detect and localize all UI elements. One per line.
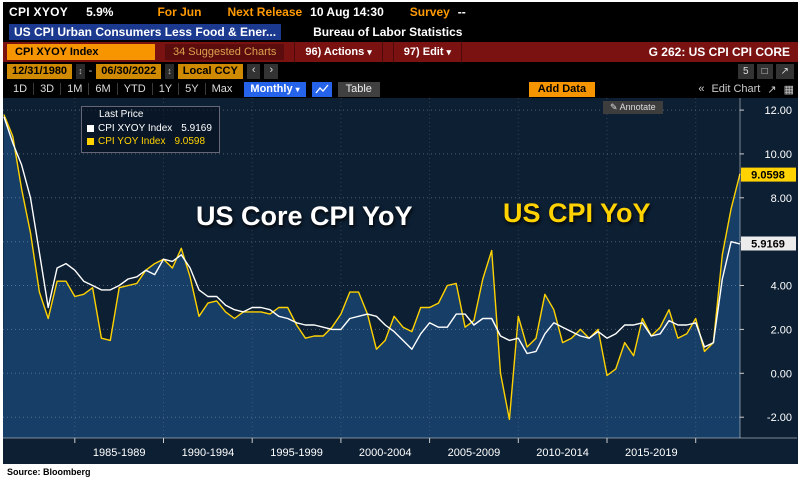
legend-label: CPI XYOY Index <box>98 123 173 134</box>
chevron-down-icon: ▾ <box>446 47 452 57</box>
edit-chart-button[interactable]: Edit Chart <box>711 83 761 95</box>
actions-menu[interactable]: 96) Actions ▾ <box>294 42 383 62</box>
window-controls: 5 □ ↗ <box>738 63 794 79</box>
next-icon[interactable]: › <box>264 63 279 79</box>
legend-label: CPI YOY Index <box>98 136 166 147</box>
next-release-value: 10 Aug 14:30 <box>310 5 384 19</box>
y-tick-label: 12.00 <box>764 105 792 117</box>
command-bar: CPI XYOY Index 34 Suggested Charts 96) A… <box>3 42 798 62</box>
bloomberg-terminal-window: CPI XYOY 5.9% For Jun Next Release 10 Au… <box>3 2 798 464</box>
y-tick-label: -2.00 <box>767 412 792 424</box>
x-period-label: 1985-1989 <box>93 447 146 459</box>
date-range-bar: 12/31/1980 ↕ - 06/30/2022 ↕ Local CCY ‹ … <box>3 62 798 80</box>
legend-value: 5.9169 <box>181 123 212 134</box>
chart-type-button[interactable] <box>311 81 332 97</box>
annotate-button[interactable]: ✎ Annotate <box>603 101 663 114</box>
source-attribution: Source: Bloomberg <box>3 464 798 480</box>
legend-value: 9.0598 <box>174 136 206 147</box>
range-tab-1m[interactable]: 1M <box>60 83 88 95</box>
x-period-label: 2015-2019 <box>625 447 678 459</box>
edit-menu[interactable]: 97) Edit ▾ <box>392 42 463 62</box>
chart-window-controls: « Edit Chart ↗ ▦ <box>698 83 794 96</box>
legend-item-headline: CPI YOY Index 9.0598 <box>87 135 212 148</box>
security-description: US CPI Urban Consumers Less Food & Ener.… <box>9 24 282 40</box>
line-chart-icon <box>315 84 329 93</box>
security-input[interactable]: CPI XYOY Index <box>7 44 155 60</box>
prev-icon[interactable]: ‹ <box>246 63 261 79</box>
last-price-badge-label-0: 9.0598 <box>751 170 785 182</box>
date-from-field[interactable]: 12/31/1980 <box>7 63 73 79</box>
survey-label: Survey <box>409 5 450 19</box>
page-badge[interactable]: 5 <box>738 63 754 79</box>
x-period-label: 2000-2004 <box>359 447 412 459</box>
range-tab-ytd[interactable]: YTD <box>116 83 152 95</box>
last-price-badge-1 <box>741 236 796 251</box>
currency-select[interactable]: Local CCY <box>177 63 243 79</box>
last-price-badge-label-1: 5.9169 <box>751 239 785 251</box>
y-tick-label: 4.00 <box>771 281 792 293</box>
date-to-field[interactable]: 06/30/2022 <box>96 63 162 79</box>
last-value: 5.9% <box>86 5 114 19</box>
range-tab-3d[interactable]: 3D <box>33 83 60 95</box>
range-tab-6m[interactable]: 6M <box>88 83 116 95</box>
survey-value: -- <box>457 5 466 19</box>
period-dropdown[interactable]: Monthly ▾ <box>244 81 306 97</box>
expand-icon[interactable]: ↗ <box>767 83 777 96</box>
screen-title: G 262: US CPI CPI CORE <box>648 45 790 59</box>
range-tab-max[interactable]: Max <box>204 83 239 95</box>
x-period-label: 2005-2009 <box>448 447 501 459</box>
ticker-symbol: CPI XYOY <box>9 5 69 19</box>
description-row: US CPI Urban Consumers Less Food & Ener.… <box>3 22 798 42</box>
suggested-charts-button[interactable]: 34 Suggested Charts <box>165 44 285 60</box>
date-range-dash: - <box>88 65 93 77</box>
last-price-badge-0 <box>741 167 796 182</box>
chevron-down-icon: ▾ <box>367 47 372 57</box>
window-icon[interactable]: □ <box>756 63 773 79</box>
chart-legend[interactable]: Last Price CPI XYOY Index 5.9169 CPI YOY… <box>81 106 220 153</box>
series-line-1 <box>3 116 741 355</box>
pencil-icon: ✎ <box>610 102 618 112</box>
chart-area: -2.000.002.004.006.008.0010.0012.009.059… <box>3 98 798 464</box>
y-tick-label: 10.00 <box>764 149 792 161</box>
legend-item-core: CPI XYOY Index 5.9169 <box>87 122 212 135</box>
y-tick-label: 0.00 <box>771 368 792 380</box>
core-series-swatch <box>87 125 94 132</box>
legend-title: Last Price <box>99 109 144 120</box>
chart-toolbar: 1D 3D 1M 6M YTD 1Y 5Y Max Monthly ▾ Table… <box>3 80 798 98</box>
price-chart[interactable]: -2.000.002.004.006.008.0010.0012.009.059… <box>3 98 797 464</box>
grid-icon[interactable]: ▦ <box>783 83 794 96</box>
x-period-label: 2010-2014 <box>536 447 589 459</box>
data-provider: Bureau of Labor Statistics <box>313 25 463 39</box>
y-tick-label: 8.00 <box>771 193 792 205</box>
add-data-button[interactable]: Add Data <box>528 81 596 97</box>
table-button[interactable]: Table <box>337 81 380 97</box>
range-tabs: 1D 3D 1M 6M YTD 1Y 5Y Max <box>7 83 238 95</box>
date-stepper-icon[interactable]: ↕ <box>165 63 174 79</box>
next-release-label: Next Release <box>227 5 303 19</box>
chevron-down-icon: ▾ <box>295 84 300 94</box>
y-tick-label: 2.00 <box>771 324 792 336</box>
headline-series-swatch <box>87 138 94 145</box>
double-chevron-left-icon[interactable]: « <box>698 83 705 95</box>
security-header-row: CPI XYOY 5.9% For Jun Next Release 10 Au… <box>3 2 798 22</box>
core-cpi-annotation: US Core CPI YoY <box>196 201 413 231</box>
series-line-0 <box>3 114 741 421</box>
x-period-label: 1995-1999 <box>270 447 323 459</box>
range-tab-1d[interactable]: 1D <box>13 83 28 95</box>
range-tab-5y[interactable]: 5Y <box>178 83 204 95</box>
expand-icon[interactable]: ↗ <box>775 63 794 79</box>
x-period-label: 1990-1994 <box>182 447 235 459</box>
date-stepper-icon[interactable]: ↕ <box>76 63 85 79</box>
cpi-area-fill <box>3 114 740 438</box>
range-tab-1y[interactable]: 1Y <box>151 83 178 95</box>
for-period-label: For Jun <box>157 5 202 19</box>
headline-cpi-annotation: US CPI YoY <box>503 198 651 228</box>
